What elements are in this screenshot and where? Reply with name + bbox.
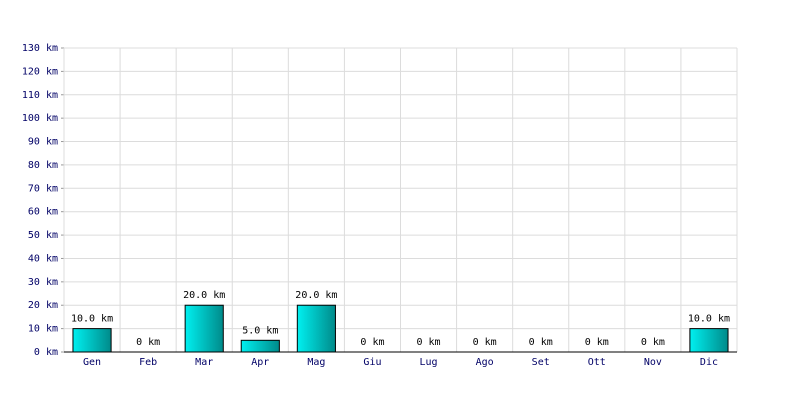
- value-label: 10.0 km: [71, 314, 113, 325]
- value-label: 5.0 km: [242, 325, 278, 336]
- y-tick-label: 130 km: [22, 43, 58, 54]
- y-tick-label: 100 km: [22, 113, 58, 124]
- y-tick-label: 10 km: [28, 324, 58, 335]
- y-tick-label: 70 km: [28, 183, 58, 194]
- x-tick-label: Giu: [363, 357, 381, 368]
- y-tick-label: 80 km: [28, 160, 58, 171]
- y-tick-label: 20 km: [28, 300, 58, 311]
- y-tick-label: 110 km: [22, 90, 58, 101]
- x-tick-label: Ott: [588, 357, 606, 368]
- x-tick-label: Dic: [700, 357, 718, 368]
- y-tick-label: 90 km: [28, 137, 58, 148]
- value-label: 0 km: [585, 337, 609, 348]
- bar: [184, 304, 224, 353]
- y-tick-label: 0 km: [34, 347, 58, 358]
- x-tick-label: Apr: [251, 357, 269, 368]
- x-tick-label: Set: [532, 357, 550, 368]
- x-tick-label: Lug: [420, 357, 438, 368]
- x-tick-label: Mar: [195, 357, 213, 368]
- value-label: 0 km: [136, 337, 160, 348]
- value-label: 0 km: [641, 337, 665, 348]
- y-tick-label: 30 km: [28, 277, 58, 288]
- value-label: 10.0 km: [688, 314, 730, 325]
- bar: [689, 328, 729, 353]
- y-tick-label: 120 km: [22, 66, 58, 77]
- value-label: 0 km: [529, 337, 553, 348]
- x-tick-label: Gen: [83, 357, 101, 368]
- bar: [296, 304, 336, 353]
- y-tick-label: 50 km: [28, 230, 58, 241]
- value-label: 0 km: [416, 337, 440, 348]
- x-tick-label: Mag: [307, 357, 325, 368]
- x-tick-label: Nov: [644, 357, 662, 368]
- x-tick-label: Feb: [139, 357, 157, 368]
- value-label: 0 km: [473, 337, 497, 348]
- value-label: 0 km: [360, 337, 384, 348]
- value-label: 20.0 km: [183, 290, 225, 301]
- y-tick-label: 40 km: [28, 253, 58, 264]
- x-tick-label: Ago: [476, 357, 494, 368]
- bar: [240, 339, 280, 353]
- y-tick-label: 60 km: [28, 207, 58, 218]
- bar: [72, 328, 112, 353]
- value-label: 20.0 km: [295, 290, 337, 301]
